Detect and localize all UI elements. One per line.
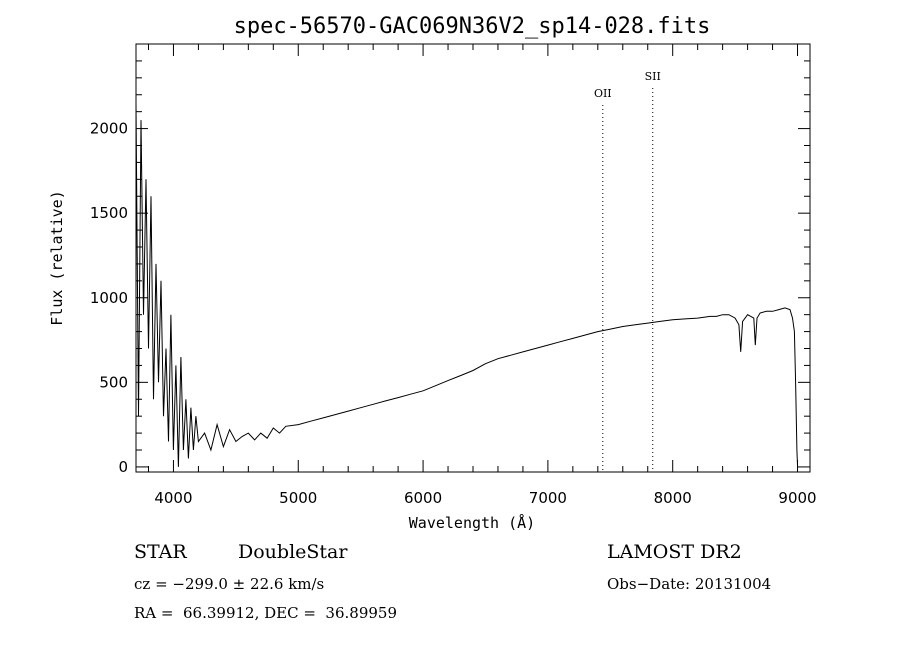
x-tick-label: 4000 [154,489,192,507]
y-tick-label: 0 [118,458,128,476]
y-tick-label: 1500 [90,204,128,222]
chart-title: spec-56570-GAC069N36V2_sp14-028.fits [234,14,711,39]
x-tick-label: 7000 [529,489,567,507]
tick-labels: 4000 5000 6000 7000 8000 9000 0 500 1000 1500 2000 [90,120,817,507]
x-tick-label: 6000 [404,489,442,507]
y-tick-label: 1000 [90,289,128,307]
x-axis-label: Wavelength (Å) [409,513,535,532]
coordinates-readout: RA = 66.39912, DEC = 36.89959 [134,604,398,622]
plot-frame [135,43,811,473]
survey-label: LAMOST DR2 [607,541,742,563]
y-axis-label: Flux (relative) [48,190,66,325]
object-class: STAR [134,541,187,563]
plot-border [135,43,811,473]
x-tick-label: 8000 [654,489,692,507]
spectrum-line [135,103,798,467]
emission-line-label: OII [594,87,612,100]
y-tick-label: 500 [99,373,128,391]
y-tick-label: 2000 [90,120,128,138]
x-tick-label: 5000 [279,489,317,507]
redshift-readout: cz = −299.0 ± 22.6 km/s [134,575,325,593]
x-tick-label: 9000 [778,489,816,507]
emission-line-label: SII [645,70,661,83]
axis-ticks [136,44,810,472]
observation-date: Obs−Date: 20131004 [607,575,772,593]
emission-lines: OII SII [594,70,661,472]
object-subclass: DoubleStar [238,541,348,563]
